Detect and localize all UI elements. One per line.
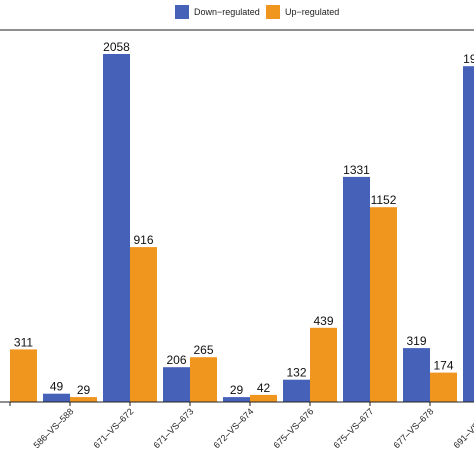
value-label-up-0: 311: [14, 335, 33, 349]
legend-swatch-up: [266, 5, 280, 19]
legend: Down−regulated Up−regulated: [175, 5, 339, 19]
value-label-down-1: 49: [50, 380, 64, 394]
value-label-down-8: 1986: [463, 52, 474, 66]
bar-down-8: [463, 66, 474, 402]
value-label-down-7: 319: [406, 334, 426, 348]
value-label-down-4: 29: [230, 383, 244, 397]
bar-down-3: [163, 367, 190, 402]
legend-label-down: Down−regulated: [194, 7, 260, 17]
value-label-up-3: 265: [193, 343, 213, 357]
value-label-up-1: 29: [77, 383, 91, 397]
value-label-down-3: 206: [166, 353, 186, 367]
value-label-down-5: 132: [286, 366, 306, 380]
bar-up-0: [10, 349, 37, 402]
value-labels: 311 49 29 2058 916 206 265 29 42 132 439 1331 1152 31…: [14, 40, 474, 397]
bars: [10, 54, 474, 402]
bar-down-7: [403, 348, 430, 402]
bar-up-5: [310, 327, 337, 402]
bar-up-3: [190, 357, 217, 402]
value-label-up-7: 174: [433, 359, 453, 373]
value-label-up-4: 42: [257, 381, 271, 395]
bar-up-4: [250, 394, 277, 402]
bar-up-1: [70, 397, 97, 402]
legend-label-up: Up−regulated: [285, 7, 339, 17]
value-label-down-2: 2058: [103, 40, 130, 54]
bar-up-7: [430, 372, 457, 402]
bar-up-6: [370, 207, 397, 402]
bar-down-6: [343, 176, 370, 402]
legend-swatch-down: [175, 5, 189, 19]
value-label-up-5: 439: [313, 314, 333, 328]
bar-down-1: [43, 393, 70, 402]
bar-down-2: [103, 54, 130, 402]
value-label-down-6: 1331: [343, 163, 370, 177]
value-label-up-6: 1152: [371, 193, 397, 207]
bar-down-5: [283, 379, 310, 402]
value-label-up-2: 916: [133, 233, 153, 247]
bar-down-4: [223, 397, 250, 402]
bar-up-2: [130, 247, 157, 402]
